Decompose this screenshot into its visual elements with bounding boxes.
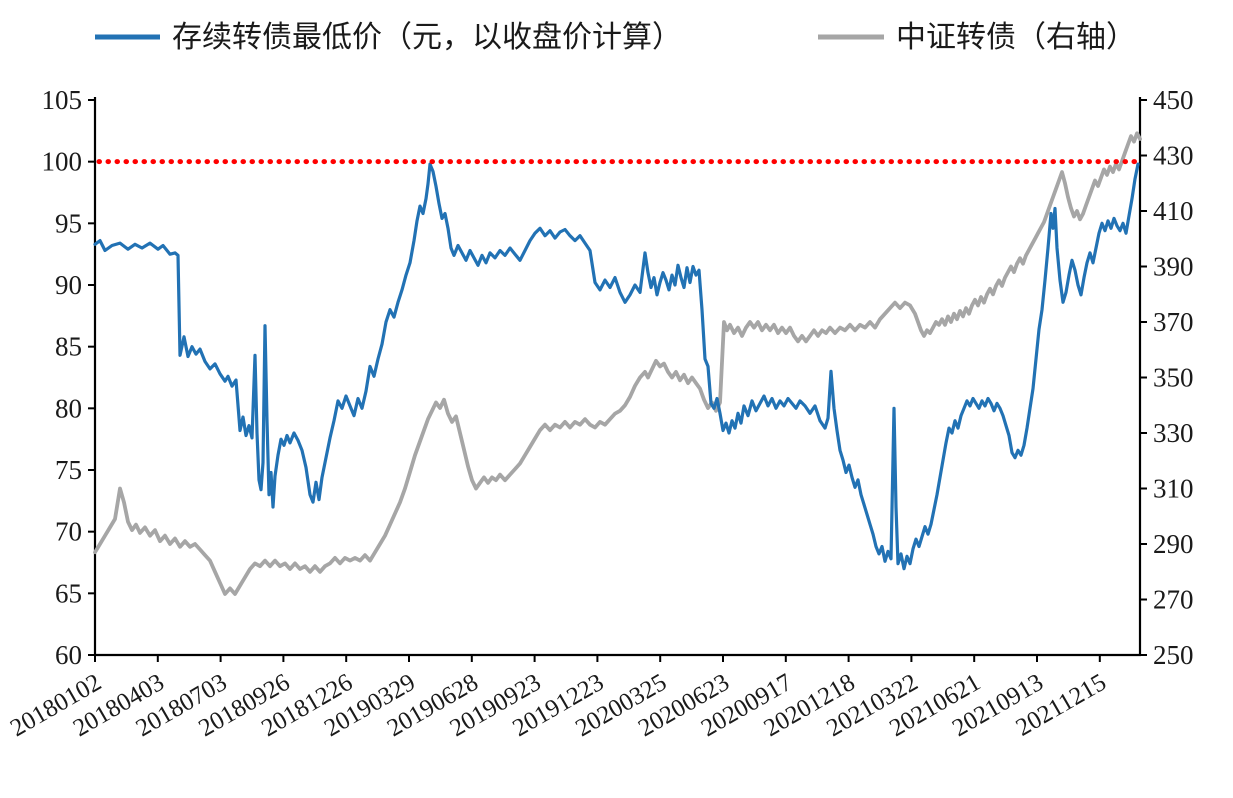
y-axis-left-label: 105	[42, 85, 83, 115]
y-axis-left-label: 60	[55, 640, 82, 670]
legend: 存续转债最低价（元，以收盘价计算） 中证转债（右轴）	[95, 21, 1136, 54]
y-axis-right-label: 430	[1153, 141, 1194, 171]
y-axis-right-label: 390	[1153, 252, 1194, 282]
legend-label-csi-index: 中证转债（右轴）	[896, 21, 1136, 54]
y-axis-left-label: 75	[55, 455, 82, 485]
y-axis-right-label: 270	[1153, 585, 1194, 615]
y-axis-right-label: 290	[1153, 529, 1194, 559]
y-axis-right-label: 370	[1153, 307, 1194, 337]
series-layer	[93, 131, 1142, 596]
y-axis-left-label: 80	[55, 393, 82, 423]
y-axis-right-label: 330	[1153, 418, 1194, 448]
y-axis-left-label: 95	[55, 208, 82, 238]
y-axis-left-label: 100	[42, 147, 83, 177]
y-axis-left-label: 90	[55, 270, 82, 300]
y-axis-left-label: 65	[55, 578, 82, 608]
legend-label-min-price: 存续转债最低价（元，以收盘价计算）	[172, 21, 682, 54]
y-axis-right-label: 310	[1153, 474, 1194, 504]
y-axis-right-label: 250	[1153, 640, 1194, 670]
axes-layer: 60 65 70 75 80 85 90 95 100 105 250 270 290 310 330 350…	[6, 85, 1194, 742]
y-axis-right-label: 410	[1153, 196, 1194, 226]
y-axis-left-label: 85	[55, 332, 82, 362]
y-axis-right-label: 350	[1153, 363, 1194, 393]
y-axis-right-label: 450	[1153, 85, 1194, 115]
series-min-price-line	[93, 162, 1140, 571]
series-csi-index-line	[93, 131, 1142, 596]
y-axis-left-label: 70	[55, 517, 82, 547]
